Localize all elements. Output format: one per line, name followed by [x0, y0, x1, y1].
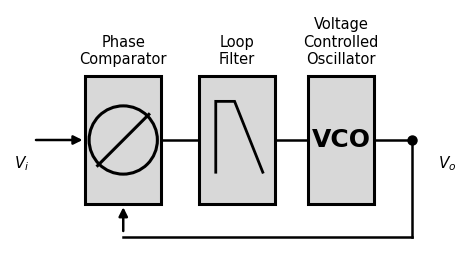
Text: $V_\mathregular{i}$: $V_\mathregular{i}$ [14, 154, 29, 173]
Text: $V_\mathregular{o}$: $V_\mathregular{o}$ [438, 154, 457, 173]
Text: VCO: VCO [312, 128, 371, 152]
Bar [199, 76, 275, 204]
Bar [308, 76, 374, 204]
Text: Loop
Filter: Loop Filter [219, 35, 255, 67]
Bar [85, 76, 161, 204]
Text: Phase
Comparator: Phase Comparator [80, 35, 167, 67]
Text: Voltage
Controlled
Oscillator: Voltage Controlled Oscillator [303, 17, 379, 67]
